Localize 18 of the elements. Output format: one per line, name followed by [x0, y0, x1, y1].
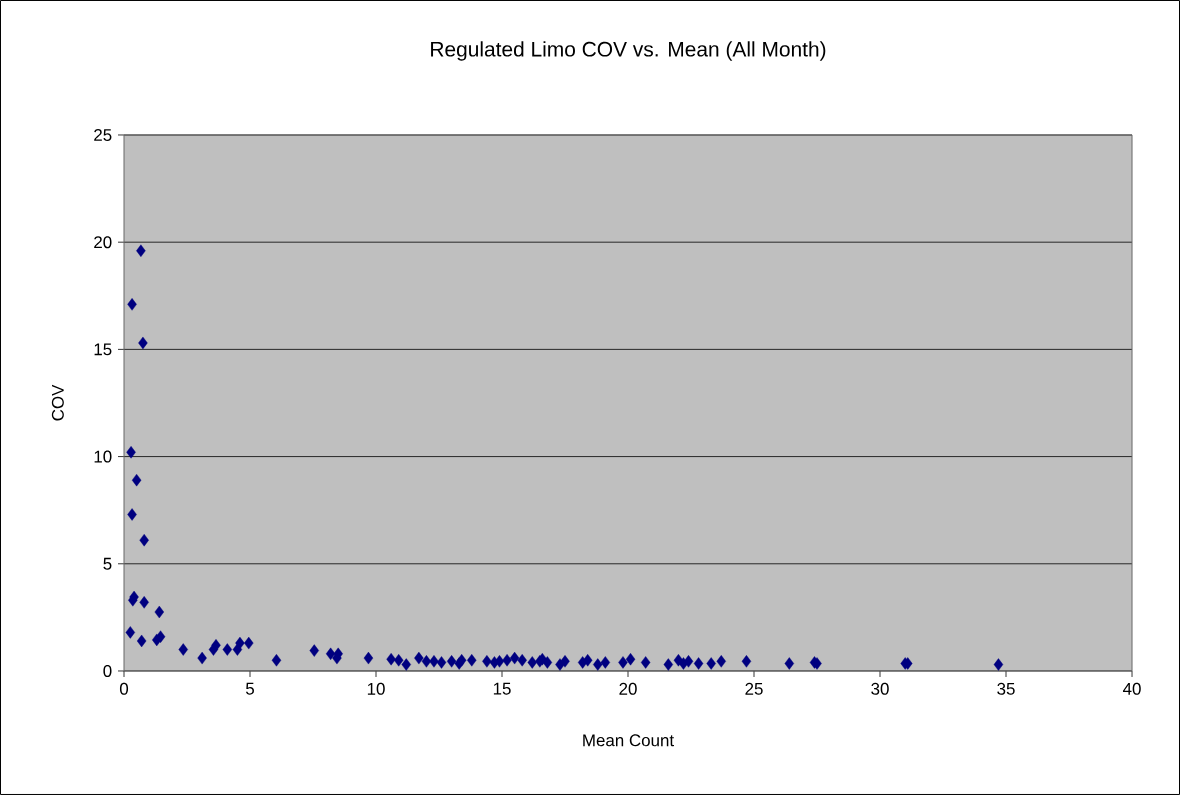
x-tick-label: 0	[119, 682, 129, 695]
x-tick-label: 30	[871, 682, 889, 695]
y-tick-label: 5	[103, 557, 112, 570]
x-tick-label: 15	[493, 682, 511, 695]
y-tick-label: 25	[94, 128, 112, 141]
chart-title: Regulated Limo COV vs. Mean (All Month)	[431, 41, 826, 61]
y-tick-label: 15	[94, 343, 112, 356]
x-tick-label: 40	[1122, 682, 1141, 695]
y-tick-label: 0	[103, 664, 112, 677]
y-tick-label: 10	[94, 450, 112, 463]
x-tick-label: 25	[745, 682, 763, 695]
x-tick-label: 5	[245, 682, 254, 695]
x-axis-title: Mean Count	[583, 734, 674, 747]
y-axis-title: COV	[51, 384, 64, 421]
x-tick-label: 20	[619, 682, 637, 695]
x-tick-label: 10	[367, 682, 385, 695]
x-tick-label: 35	[997, 682, 1015, 695]
y-tick-label: 20	[94, 236, 112, 249]
